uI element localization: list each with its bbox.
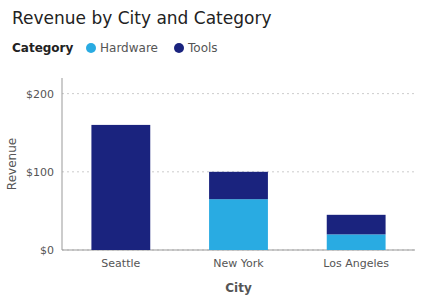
legend: Category Hardware Tools (12, 41, 218, 55)
legend-swatch (86, 43, 96, 53)
bar (91, 125, 150, 250)
y-tick-label: $100 (26, 166, 54, 179)
chart: Revenue by City and Category Category Hard… (0, 0, 430, 306)
legend-swatch (174, 43, 184, 53)
x-tick-label: New York (213, 257, 264, 270)
y-tick-label: $0 (40, 244, 54, 257)
x-tick-label: Seattle (101, 257, 140, 270)
grid-line (62, 93, 415, 94)
legend-title: Category (12, 41, 74, 55)
y-axis-label: Revenue (5, 138, 19, 190)
bar (327, 215, 386, 235)
y-axis-line (62, 78, 63, 250)
bar (327, 234, 386, 250)
x-tick-label: Los Angeles (323, 257, 389, 270)
title: Revenue by City and Category (12, 8, 271, 28)
y-tick-label: $200 (26, 88, 54, 101)
bar (209, 172, 268, 199)
bar (209, 199, 268, 250)
bars (91, 125, 385, 250)
legend-entry: Hardware (100, 41, 158, 55)
x-axis-label: City (225, 281, 252, 295)
legend-entry: Tools (187, 41, 218, 55)
